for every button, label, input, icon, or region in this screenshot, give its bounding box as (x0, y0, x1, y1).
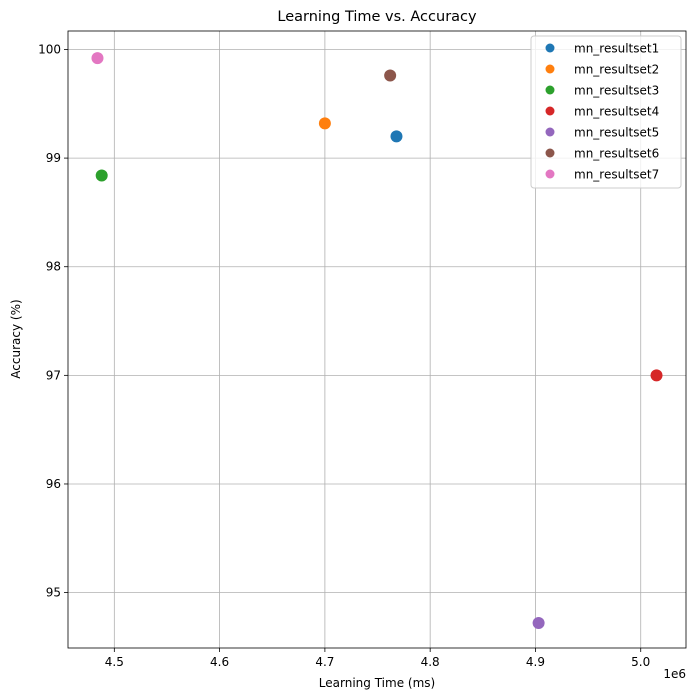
x-tick-label: 4.8 (421, 655, 440, 669)
legend-label: mn_resultset1 (574, 42, 659, 56)
axis-ticks: 4.5 4.6 4.7 4.8 4.9 5.0 95 96 97 98 99 100 (38, 42, 650, 669)
legend-label: mn_resultset4 (574, 105, 659, 119)
x-tick-label: 5.0 (631, 655, 650, 669)
x-tick-label: 4.5 (105, 655, 124, 669)
x-tick-label: 4.7 (315, 655, 334, 669)
y-axis-label: Accuracy (%) (9, 299, 23, 378)
y-tick-label: 100 (38, 42, 61, 56)
legend-marker (545, 148, 555, 158)
data-point-mn_resultset1 (390, 130, 403, 143)
x-axis-offset-label: 1e6 (663, 667, 686, 681)
legend-label: mn_resultset5 (574, 126, 659, 140)
legend-marker (545, 43, 555, 53)
legend-marker (545, 127, 555, 137)
legend-box (530, 35, 682, 189)
legend-label: mn_resultset6 (574, 147, 659, 161)
legend-label: mn_resultset3 (574, 84, 659, 98)
data-points (91, 52, 663, 630)
legend-marker (545, 85, 555, 95)
data-point-mn_resultset3 (95, 169, 108, 182)
data-point-mn_resultset4 (650, 369, 663, 382)
legend-label: mn_resultset2 (574, 63, 659, 77)
y-tick-label: 96 (46, 477, 61, 491)
legend-marker (545, 106, 555, 116)
data-point-mn_resultset5 (532, 617, 545, 630)
legend-marker (545, 64, 555, 74)
data-point-mn_resultset7 (91, 52, 104, 65)
y-tick-label: 98 (46, 260, 61, 274)
y-tick-label: 95 (46, 586, 61, 600)
y-tick-label: 97 (46, 368, 61, 382)
legend-label: mn_resultset7 (574, 168, 659, 182)
legend-marker (545, 169, 555, 179)
plot-area-frame (67, 30, 687, 649)
y-tick-label: 99 (46, 151, 61, 165)
x-axis-label: Learning Time (ms) (319, 676, 435, 690)
data-point-mn_resultset2 (318, 117, 331, 130)
x-tick-label: 4.6 (210, 655, 229, 669)
chart-title: Learning Time vs. Accuracy (277, 9, 477, 25)
legend: mn_resultset1 mn_resultset2 mn_resultset3m… (530, 35, 682, 189)
data-point-mn_resultset6 (384, 69, 397, 82)
x-tick-label: 4.9 (526, 655, 545, 669)
